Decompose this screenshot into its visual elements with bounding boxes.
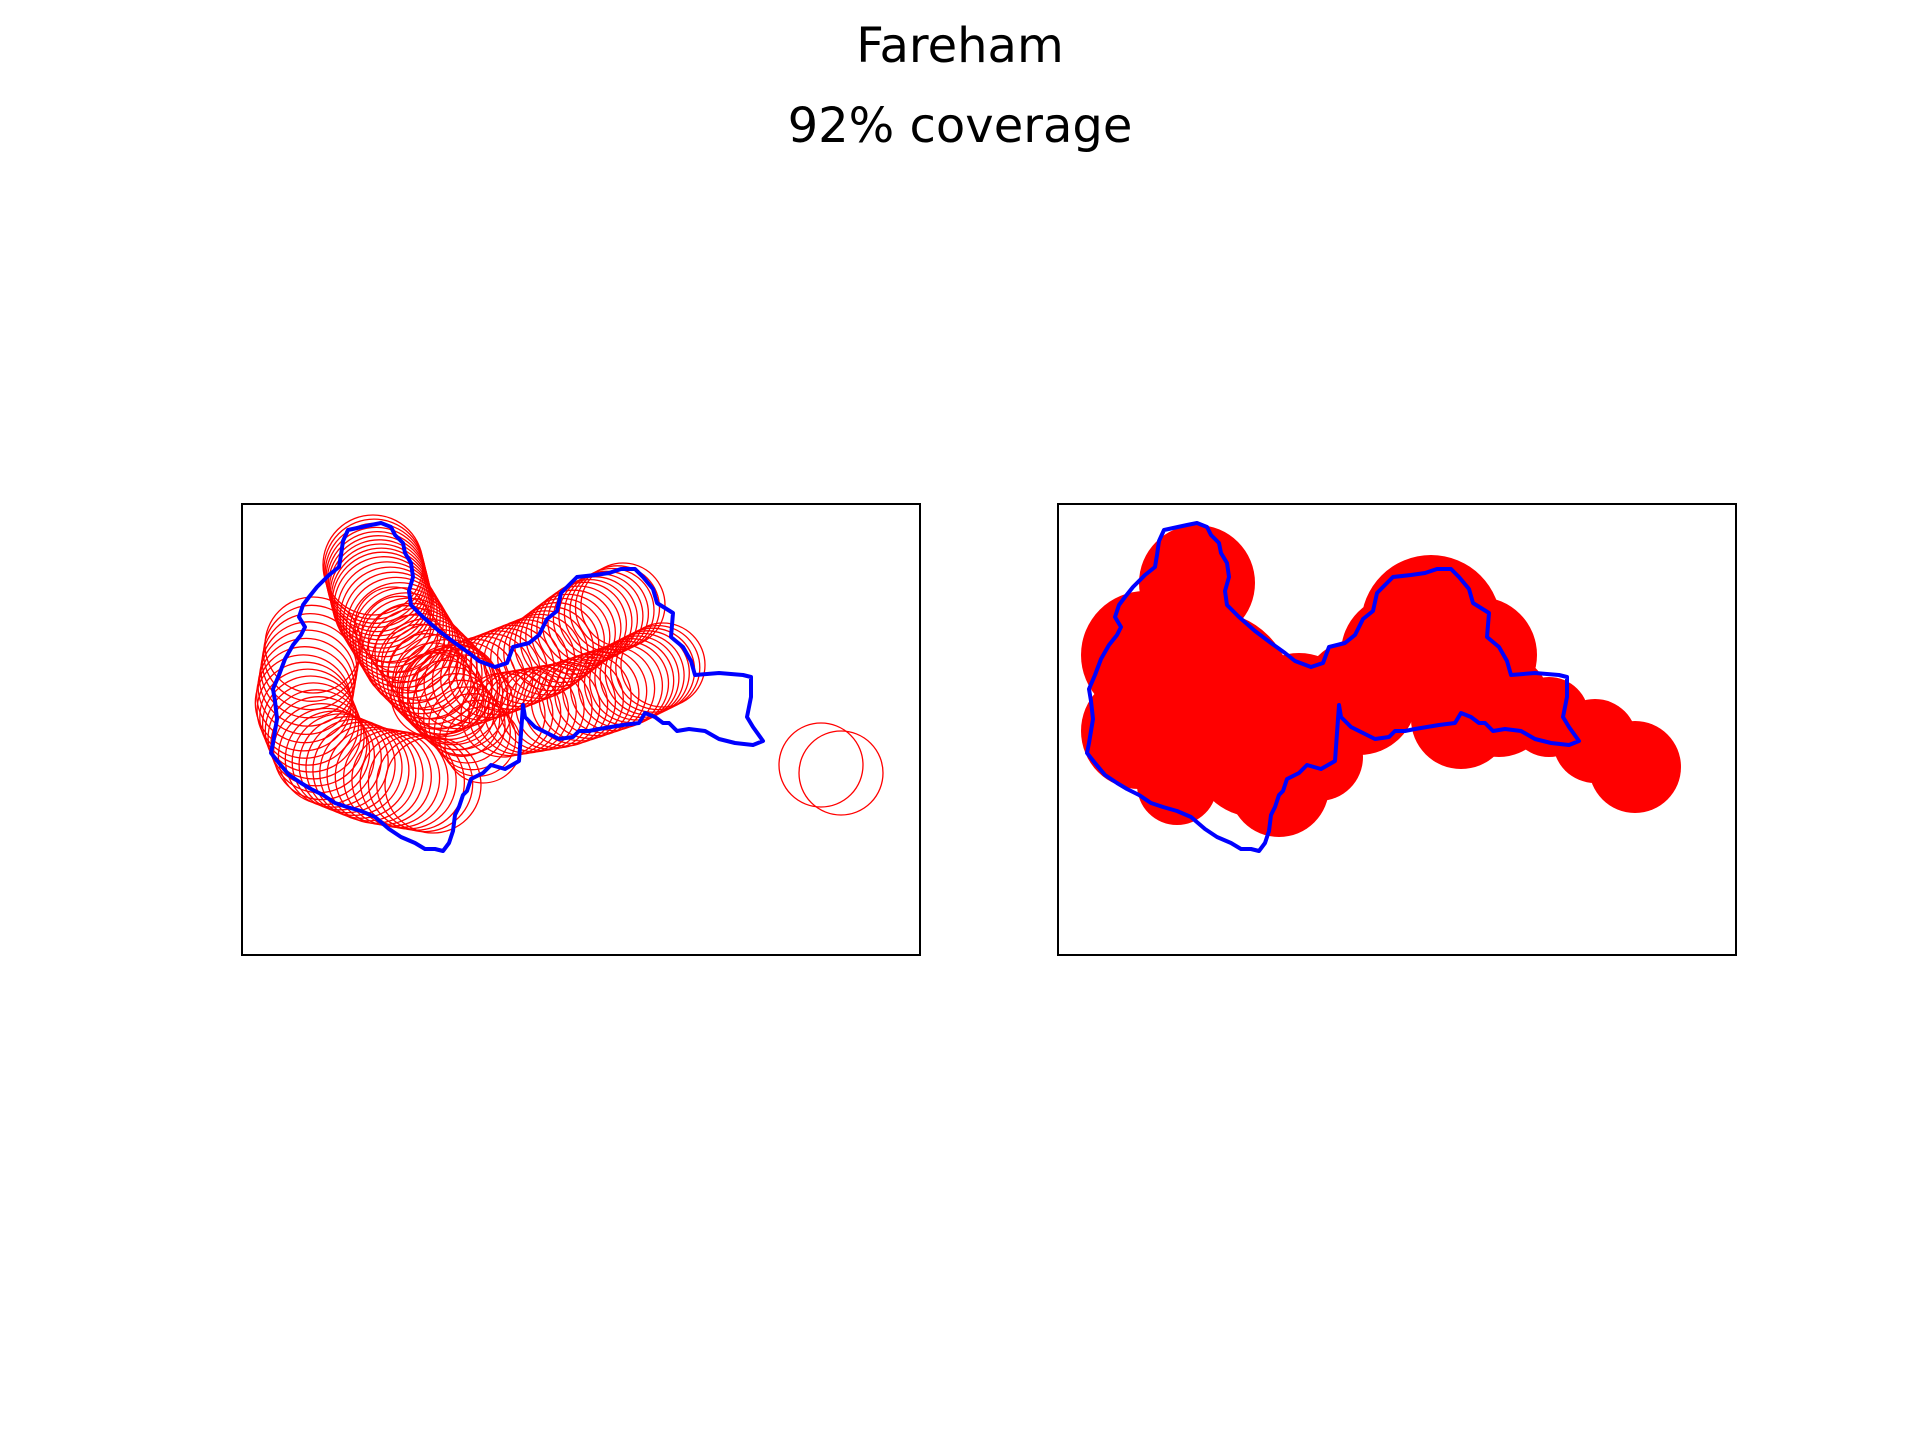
fareham-boundary: [269, 521, 765, 853]
panel-outline-circles: [241, 503, 921, 956]
coverage-circle-42: [267, 689, 365, 787]
coverage-circle-88: [574, 565, 661, 651]
coverage-circle-104: [569, 645, 656, 732]
coverage-circle-9: [331, 551, 433, 653]
coverage-circle-10: [333, 556, 435, 658]
coverage-circle-48: [298, 716, 396, 814]
coverage-circle-130: [778, 722, 864, 808]
outline-circles-map: [254, 514, 884, 853]
coverage-circle-53: [334, 728, 432, 826]
coverage-circle-14: [345, 576, 448, 679]
coverage-circle-117: [374, 614, 452, 692]
coverage-circle-131: [798, 730, 884, 816]
coverage-circle-108: [594, 635, 680, 721]
coverage-circle-116: [367, 605, 445, 683]
coverage-circles-outline: [254, 514, 884, 834]
figure-title: Fareham: [856, 18, 1064, 74]
filled-coverage-map: [1081, 521, 1681, 853]
coverage-blob-15: [1509, 677, 1589, 757]
coverage-circle-112: [615, 624, 701, 711]
coverage-circle-37: [254, 654, 352, 752]
coverage-circle-126: [428, 686, 506, 764]
coverage-circle-121: [401, 651, 479, 729]
panel-filled-union: [1057, 503, 1737, 956]
coverage-circle-59: [384, 736, 482, 834]
coverage-circle-123: [412, 666, 490, 744]
coverage-circle-87: [569, 567, 655, 654]
coverage-circle-79: [525, 593, 611, 680]
coverage-circle-127: [433, 693, 511, 771]
coverage-circle-125: [423, 679, 501, 757]
coverage-circle-51: [319, 724, 417, 822]
coverage-circle-115: [361, 595, 439, 673]
coverage-area-filled: [1081, 525, 1681, 837]
coverage-circle-7: [329, 543, 431, 645]
coverage-circle-32: [261, 612, 359, 711]
coverage-circle-86: [563, 570, 650, 656]
coverage-circle-40: [261, 675, 360, 773]
coverage-circle-109: [599, 632, 685, 719]
coverage-subtitle: 92% coverage: [787, 98, 1133, 154]
coverage-circle-89: [580, 562, 666, 648]
coverage-circle-15: [348, 581, 451, 684]
coverage-circle-113: [620, 622, 706, 708]
coverage-circle-124: [417, 673, 495, 751]
coverage-circle-50: [312, 721, 410, 819]
coverage-blob-16: [1275, 713, 1363, 801]
coverage-circle-47: [291, 713, 389, 811]
coverage-blob-12: [1411, 669, 1511, 769]
fareham-boundary: [1085, 521, 1581, 853]
coverage-circle-119: [387, 633, 465, 711]
